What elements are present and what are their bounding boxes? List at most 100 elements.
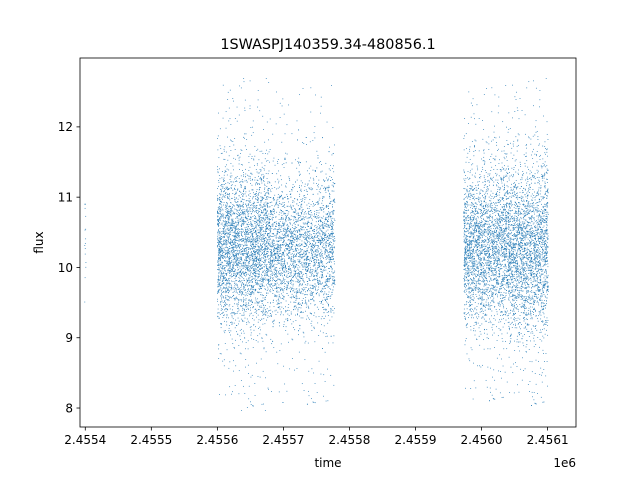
data-point bbox=[268, 242, 269, 244]
data-point bbox=[301, 240, 303, 242]
data-point bbox=[235, 235, 237, 237]
data-point bbox=[254, 395, 256, 396]
data-point bbox=[237, 244, 239, 245]
data-point bbox=[228, 217, 230, 219]
data-point bbox=[254, 223, 256, 224]
data-point bbox=[317, 202, 319, 204]
data-point bbox=[296, 239, 298, 241]
data-point bbox=[249, 239, 251, 240]
data-point bbox=[223, 315, 224, 316]
data-point bbox=[243, 286, 244, 288]
data-point bbox=[248, 262, 250, 264]
data-point bbox=[258, 271, 260, 273]
data-point bbox=[328, 178, 329, 180]
data-point bbox=[282, 258, 284, 260]
data-point bbox=[276, 260, 277, 262]
data-point bbox=[307, 342, 309, 344]
data-point bbox=[249, 200, 251, 201]
data-point bbox=[306, 277, 308, 278]
data-point bbox=[294, 305, 296, 307]
data-point bbox=[227, 214, 229, 216]
data-point bbox=[248, 373, 249, 374]
data-point bbox=[219, 245, 220, 247]
data-point bbox=[227, 289, 229, 290]
data-point bbox=[242, 181, 244, 183]
data-point bbox=[286, 277, 288, 279]
data-point bbox=[236, 210, 238, 212]
data-point bbox=[224, 249, 225, 251]
data-point bbox=[251, 232, 253, 234]
data-point bbox=[252, 210, 254, 212]
data-point bbox=[257, 335, 259, 337]
data-point bbox=[237, 284, 238, 286]
data-point bbox=[229, 304, 231, 306]
data-point bbox=[272, 288, 273, 290]
data-point bbox=[256, 257, 258, 259]
data-point bbox=[228, 252, 229, 253]
data-point bbox=[254, 272, 256, 273]
data-point bbox=[249, 166, 251, 168]
data-point bbox=[224, 273, 226, 275]
data-point bbox=[299, 195, 300, 197]
data-point bbox=[258, 309, 260, 311]
data-point bbox=[266, 289, 268, 291]
data-point bbox=[245, 209, 247, 211]
data-point bbox=[264, 275, 265, 277]
data-point bbox=[266, 225, 268, 227]
data-point bbox=[262, 237, 264, 239]
data-point bbox=[218, 220, 219, 222]
data-point bbox=[256, 312, 258, 314]
data-point bbox=[317, 241, 319, 243]
data-point bbox=[229, 212, 231, 214]
data-point bbox=[252, 259, 254, 261]
data-point bbox=[85, 203, 86, 205]
data-point bbox=[267, 248, 269, 250]
data-point bbox=[218, 219, 220, 221]
data-point bbox=[246, 253, 248, 254]
data-point bbox=[245, 133, 247, 135]
data-point bbox=[299, 243, 301, 245]
data-point bbox=[296, 368, 298, 369]
data-point bbox=[270, 231, 271, 233]
data-point bbox=[227, 233, 228, 235]
data-point bbox=[331, 267, 332, 269]
data-point bbox=[317, 247, 319, 249]
data-point bbox=[263, 235, 265, 237]
data-point bbox=[263, 180, 264, 182]
data-point bbox=[286, 262, 288, 264]
data-point bbox=[266, 292, 267, 294]
data-point bbox=[226, 240, 227, 241]
data-point bbox=[226, 256, 228, 258]
data-point bbox=[291, 256, 293, 258]
data-point bbox=[238, 238, 240, 240]
data-point bbox=[315, 242, 317, 244]
data-point bbox=[251, 236, 253, 238]
data-point bbox=[288, 250, 290, 252]
data-point bbox=[219, 203, 221, 205]
data-point bbox=[291, 275, 293, 277]
data-point bbox=[267, 218, 268, 220]
data-point bbox=[238, 214, 240, 216]
data-point bbox=[255, 184, 256, 186]
data-point bbox=[291, 209, 293, 211]
data-point bbox=[219, 394, 220, 395]
data-point bbox=[245, 259, 247, 261]
data-point bbox=[241, 220, 243, 222]
data-point bbox=[225, 205, 227, 207]
data-point bbox=[219, 203, 220, 205]
data-point bbox=[246, 247, 248, 249]
data-point bbox=[232, 343, 234, 345]
data-point bbox=[258, 251, 260, 253]
data-point bbox=[250, 300, 251, 302]
data-point bbox=[236, 274, 237, 276]
data-point bbox=[235, 236, 237, 238]
data-point bbox=[227, 309, 229, 311]
data-point bbox=[222, 232, 224, 234]
data-point bbox=[244, 393, 246, 394]
data-point bbox=[238, 271, 240, 273]
data-point bbox=[228, 290, 230, 292]
data-point bbox=[323, 267, 325, 269]
data-point bbox=[291, 297, 292, 299]
data-point bbox=[219, 218, 221, 220]
data-point bbox=[247, 292, 249, 294]
